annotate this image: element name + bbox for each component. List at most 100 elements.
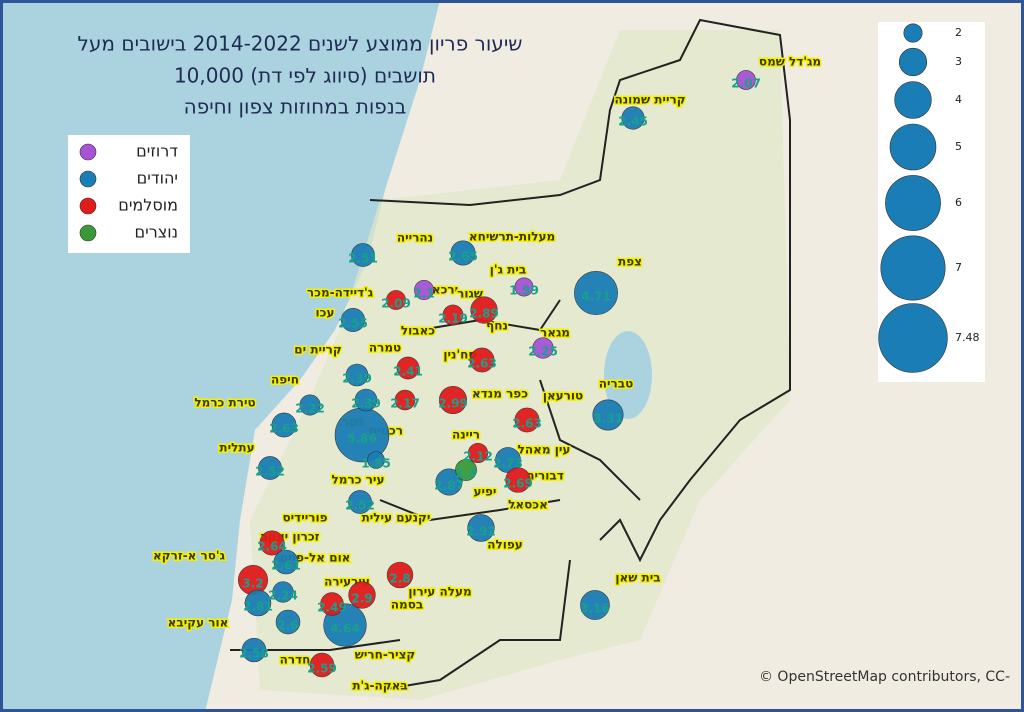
legend-label: דרוזים [136, 142, 178, 161]
bubble-label: 2.41 [393, 365, 423, 379]
bubble-label: 2.07 [731, 77, 761, 91]
bubble-label: 2.89 [469, 307, 499, 321]
legend-swatch [79, 224, 97, 242]
place-label: דבוריה [526, 469, 564, 483]
bubble-label: 3.31 [593, 412, 623, 426]
bubble [736, 70, 756, 90]
bubble-label: 2.63 [512, 417, 542, 431]
bubble [469, 347, 495, 373]
size-legend-circle [894, 81, 932, 119]
place-label: קריית שמונה [614, 93, 685, 107]
bubble-label: 2.9 [351, 592, 372, 606]
bubble [467, 442, 489, 464]
place-label: ג'סר א-זרקא [153, 549, 226, 563]
bubble-label: 2.17 [390, 397, 420, 411]
legend-label: נוצרים [135, 223, 178, 242]
place-label: אכסאל [508, 498, 548, 512]
bubble-label: 2.09 [381, 297, 411, 311]
place-label: סח'נין [443, 348, 476, 362]
bubble-label: 3.2 [242, 577, 263, 591]
place-label: טמרה [369, 341, 401, 355]
size-legend-label: 2 [955, 26, 962, 39]
bubble-label: 2.64 [257, 540, 287, 554]
size-legend-circle [889, 123, 937, 171]
place-label: חיפה [271, 373, 299, 387]
title-line: 10,000 תושבים (סיווג לפי דת) [174, 64, 436, 88]
bubble [455, 459, 477, 481]
bubble [394, 389, 416, 411]
size-legend-label: 7.48 [955, 331, 980, 344]
bubble-label: 2.65 [448, 250, 478, 264]
bubble [580, 590, 610, 620]
bubble [621, 106, 645, 130]
bubble-label: 2.6 [277, 619, 298, 633]
bubble [258, 456, 282, 480]
bubble-label: 2.51 [348, 252, 378, 266]
size-legend-label: 7 [955, 261, 962, 274]
bubble [574, 271, 618, 315]
place-label: עיר כרמל [332, 473, 385, 487]
place-label: פוריידיס [282, 511, 327, 525]
bubble [505, 467, 531, 493]
bubble [241, 637, 267, 663]
bubble [244, 589, 272, 617]
bubble-label: 5.86 [347, 432, 377, 446]
place-label: בסמה [391, 598, 423, 612]
bubble [272, 581, 294, 603]
place-label: חדרה [280, 653, 311, 667]
bubble-label: 2.92 [466, 525, 496, 539]
bubble-label: 2.59 [307, 662, 337, 676]
bubble [309, 652, 335, 678]
legend-swatch [79, 197, 97, 215]
bubble-label: 1.85 [361, 457, 391, 471]
bubble [396, 356, 420, 380]
place-label: בית שאן [615, 571, 660, 585]
place-label: בית ג'ן [490, 263, 526, 277]
bubble [435, 468, 463, 496]
place-label: כפר מנדא [472, 387, 528, 401]
place-label: עכו [316, 306, 335, 320]
size-legend-label: 6 [955, 196, 962, 209]
title-line: שיעור פריון ממוצע לשנים 2014-2022 בישובי… [78, 32, 523, 56]
place-label: צפת [618, 255, 642, 269]
bubble-label: 2.45 [618, 115, 648, 129]
bubble-label: 2.63 [269, 422, 299, 436]
place-label: טירת כרמל [194, 396, 255, 410]
bubble-label: 2.22 [295, 402, 325, 416]
place-label: קריית ים [294, 343, 341, 357]
size-legend-circle [885, 175, 941, 231]
bubble [351, 243, 375, 267]
bubble-label: 2.25 [528, 345, 558, 359]
place-label: מעלה עירון [408, 585, 471, 599]
bubble-label: 2.58 [239, 647, 269, 661]
bubble-label: 2.8 [389, 572, 410, 586]
legend-swatch [79, 170, 97, 188]
bubble-label: 2.55 [338, 317, 368, 331]
bubble-label: 1.99 [509, 284, 539, 298]
place-label: עתלית [219, 441, 254, 455]
bubble [345, 363, 369, 387]
place-label: אור עקיבא [168, 616, 229, 630]
legend-swatch [79, 143, 97, 161]
bubble-label: 2.87 [434, 479, 464, 493]
size-legend-circle [878, 303, 948, 373]
bubble [275, 609, 301, 635]
place-label: מגאר [540, 326, 570, 340]
size-legend-label: 5 [955, 140, 962, 153]
legend-label: מוסלמים [118, 196, 178, 215]
place-label: ריינה [452, 428, 480, 442]
place-label: שגור [457, 287, 483, 301]
place-label: כאבול [401, 324, 435, 338]
bubble [514, 277, 534, 297]
bubble-label: 2.69 [503, 477, 533, 491]
bubble [386, 561, 414, 589]
bubble [532, 337, 554, 359]
bubble-label: 2.12 [463, 450, 493, 464]
size-legend-circle [898, 47, 928, 77]
bubble-label: 2.81 [243, 600, 273, 614]
place-label: יפיע [474, 485, 497, 499]
bubble [273, 549, 299, 575]
bubble [354, 388, 378, 412]
